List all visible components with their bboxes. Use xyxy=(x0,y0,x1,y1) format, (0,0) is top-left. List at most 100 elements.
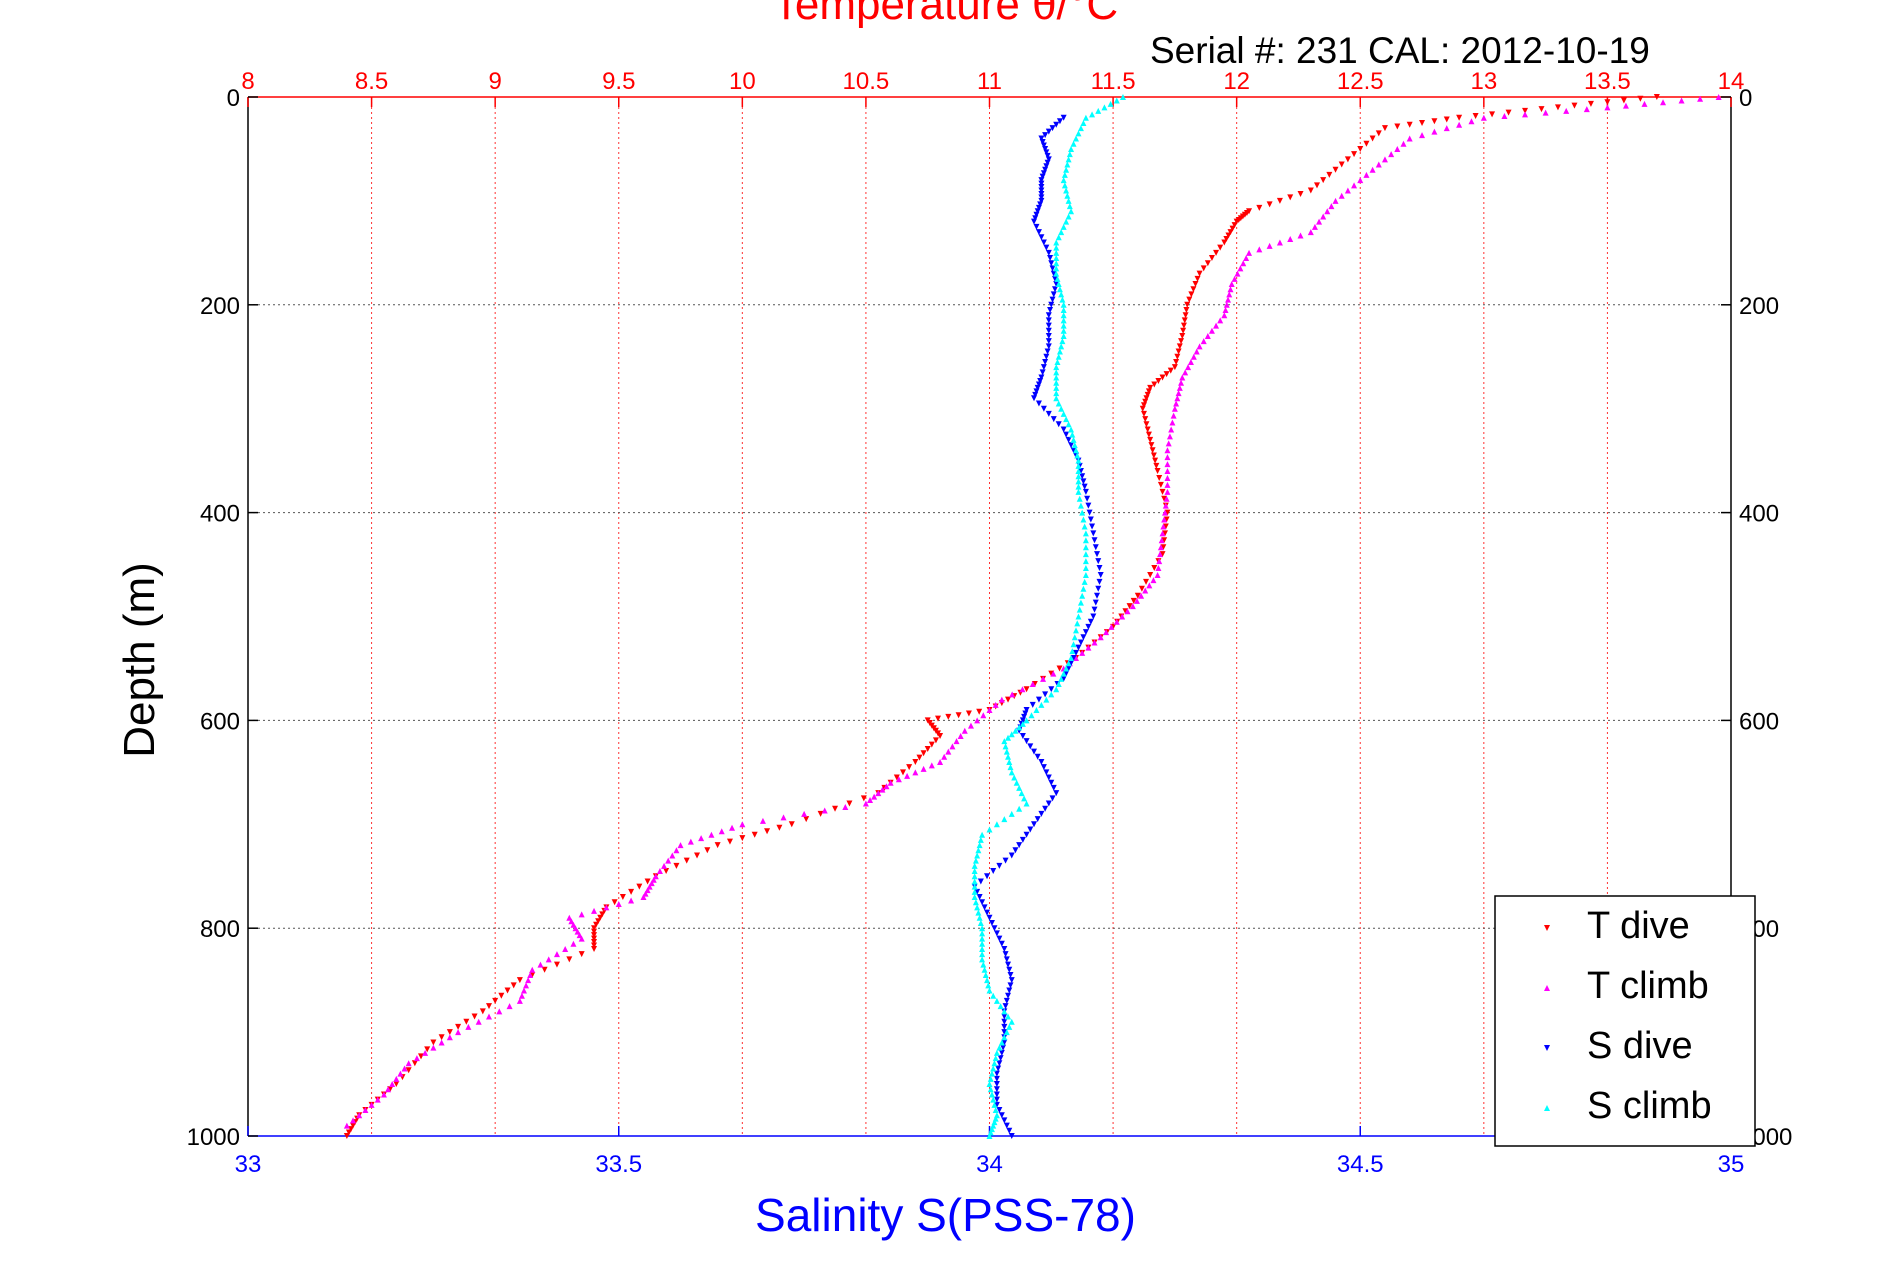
data-point xyxy=(1090,613,1097,620)
data-point-interp xyxy=(1027,826,1034,833)
data-point-interp xyxy=(1173,400,1180,407)
data-point xyxy=(1053,270,1060,277)
temperature-tick-label: 12 xyxy=(1223,68,1250,95)
data-point-interp xyxy=(1108,623,1115,630)
data-point-interp xyxy=(510,982,517,989)
data-point-interp xyxy=(1058,405,1065,412)
data-point-interp xyxy=(1033,388,1040,395)
data-point-interp xyxy=(1038,810,1045,817)
legend-marker xyxy=(1544,1045,1550,1051)
data-point xyxy=(1038,197,1045,204)
data-point-interp xyxy=(485,1003,492,1010)
data-point-interp xyxy=(1045,800,1052,807)
data-point-interp xyxy=(764,828,771,835)
data-point-interp xyxy=(1002,743,1009,750)
data-point-interp xyxy=(1082,537,1089,544)
data-point-interp xyxy=(385,1086,392,1093)
legend-marker xyxy=(1544,1105,1550,1111)
data-point-interp xyxy=(1081,578,1088,585)
data-point-interp xyxy=(1091,606,1098,613)
data-point-interp xyxy=(553,951,560,958)
data-point xyxy=(1023,800,1030,807)
data-point-interp xyxy=(1140,410,1147,417)
data-point-interp xyxy=(1138,585,1145,592)
data-point xyxy=(1045,343,1052,350)
data-point-interp xyxy=(1063,416,1070,423)
data-point-interp xyxy=(1051,275,1058,282)
data-point-interp xyxy=(1069,648,1076,655)
data-point-interp xyxy=(1059,296,1066,303)
data-point-interp xyxy=(1045,322,1052,329)
data-point-interp xyxy=(1163,516,1170,523)
data-point-interp xyxy=(562,945,569,952)
data-point-interp xyxy=(1394,145,1401,152)
data-point-interp xyxy=(883,783,890,790)
data-point-interp xyxy=(1501,113,1508,120)
depth-tick-label-left: 800 xyxy=(200,916,240,943)
data-point-interp xyxy=(438,1039,445,1046)
data-point xyxy=(1001,1039,1008,1046)
data-point-interp xyxy=(895,776,902,783)
data-point-interp xyxy=(673,862,680,869)
data-point-interp xyxy=(1237,265,1244,272)
data-point-interp xyxy=(1092,544,1099,551)
data-point xyxy=(1001,945,1008,952)
data-point-interp xyxy=(1065,213,1072,220)
data-point-interp xyxy=(1313,182,1320,189)
data-point xyxy=(1129,603,1136,610)
data-point-interp xyxy=(1164,474,1171,481)
data-point-interp xyxy=(1003,956,1010,963)
data-point-interp xyxy=(1160,544,1167,551)
data-point xyxy=(993,1070,1000,1077)
data-point-interp xyxy=(1187,358,1194,365)
data-point-interp xyxy=(1033,707,1040,714)
data-point-interp xyxy=(803,816,810,823)
data-point-interp xyxy=(1011,774,1018,781)
data-point-interp xyxy=(1035,400,1042,407)
data-point xyxy=(1068,208,1075,215)
legend-label: S dive xyxy=(1587,1025,1693,1067)
data-point-interp xyxy=(739,835,746,842)
data-point-interp xyxy=(1003,748,1010,755)
data-point-interp xyxy=(656,868,663,875)
data-point-interp xyxy=(1056,348,1063,355)
data-point-interp xyxy=(976,708,983,715)
data-point-interp xyxy=(1311,223,1318,230)
data-point-interp xyxy=(1016,784,1023,791)
data-point-interp xyxy=(1082,565,1089,572)
data-point-interp xyxy=(1065,660,1072,667)
legend-marker xyxy=(1544,925,1550,931)
data-point-interp xyxy=(1056,665,1063,672)
data-point-interp xyxy=(1035,696,1042,703)
data-point-interp xyxy=(1086,509,1093,516)
data-point-interp xyxy=(1095,585,1102,592)
data-point-interp xyxy=(1023,738,1030,745)
data-point-interp xyxy=(1697,95,1704,102)
data-point-interp xyxy=(492,997,499,1004)
data-point xyxy=(1038,758,1045,765)
data-point-interp xyxy=(974,888,981,895)
data-point-interp xyxy=(1075,483,1082,490)
data-point xyxy=(1381,125,1388,132)
data-point-interp xyxy=(1058,229,1065,236)
serial-calibration-label: Serial #: 231 CAL: 2012-10-19 xyxy=(1150,30,1650,71)
data-point-interp xyxy=(1190,286,1197,293)
data-point xyxy=(1097,634,1104,641)
data-point-interp xyxy=(1064,192,1071,199)
data-point-interp xyxy=(1227,286,1234,293)
data-point-interp xyxy=(504,987,511,994)
data-point-interp xyxy=(1005,1013,1012,1020)
data-point xyxy=(1082,571,1089,578)
data-point xyxy=(1171,405,1178,412)
data-point-interp xyxy=(591,935,598,942)
data-point-interp xyxy=(1162,502,1169,509)
data-point-interp xyxy=(993,1096,1000,1103)
data-point-interp xyxy=(1087,618,1094,625)
temperature-tick-label: 8.5 xyxy=(355,68,388,95)
data-point-interp xyxy=(1161,509,1168,516)
data-point-interp xyxy=(1077,502,1084,509)
data-point-interp xyxy=(1023,831,1030,838)
data-point-interp xyxy=(1068,442,1075,449)
data-point-interp xyxy=(1065,156,1072,163)
data-point-interp xyxy=(1240,260,1247,267)
